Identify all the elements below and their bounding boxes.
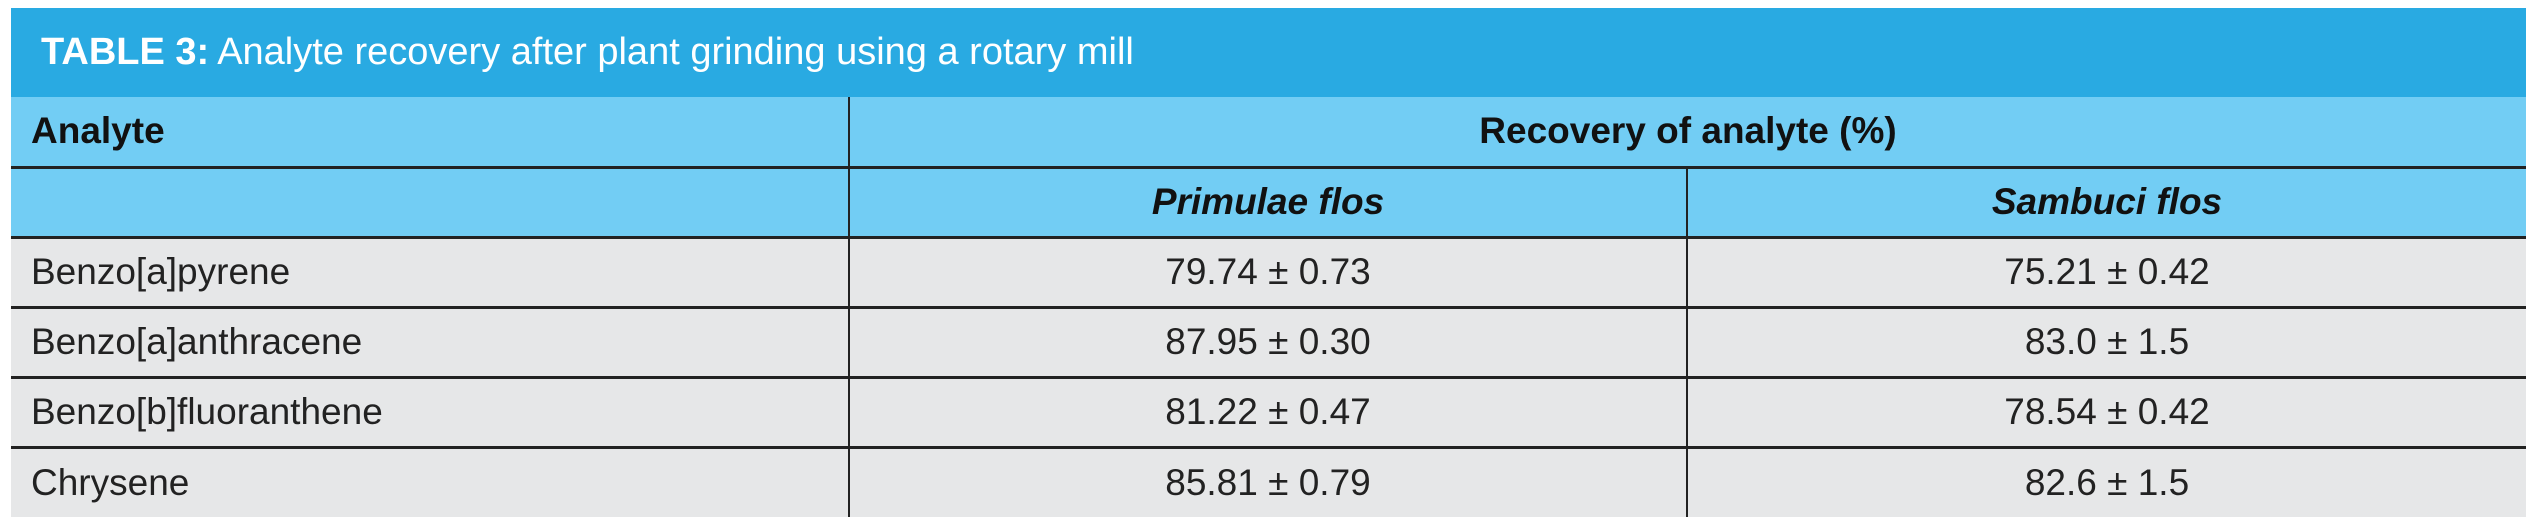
table-row: Benzo[a]pyrene 79.74 ± 0.73 75.21 ± 0.42 bbox=[11, 237, 2526, 307]
table-body: Analyte Recovery of analyte (%) Primulae f… bbox=[11, 97, 2526, 517]
table-title: Analyte recovery after plant grinding us… bbox=[217, 31, 1134, 73]
table-cell: 79.74 ± 0.73 bbox=[848, 237, 1687, 307]
table-cell: Benzo[a]pyrene bbox=[11, 237, 849, 307]
table-cell: 75.21 ± 0.42 bbox=[1686, 237, 2526, 307]
table-cell: 83.0 ± 1.5 bbox=[1686, 307, 2526, 377]
header-cell: Recovery of analyte (%) bbox=[848, 97, 2526, 167]
subheader-cell: Primulae flos bbox=[848, 167, 1687, 237]
table-row: Benzo[a]anthracene 87.95 ± 0.30 83.0 ± 1.5 bbox=[11, 307, 2526, 377]
table-cell: Chrysene bbox=[11, 447, 849, 517]
table-cell: 81.22 ± 0.47 bbox=[848, 377, 1687, 447]
title-bar: TABLE 3: Analyte recovery after plant gri… bbox=[11, 8, 2526, 97]
subheader-row: Primulae flos Sambuci flos bbox=[11, 167, 2526, 237]
table-cell: 82.6 ± 1.5 bbox=[1686, 447, 2526, 517]
header-cell bbox=[11, 167, 849, 237]
subheader-cell: Sambuci flos bbox=[1686, 167, 2526, 237]
table-cell: 85.81 ± 0.79 bbox=[848, 447, 1687, 517]
header-row: Analyte Recovery of analyte (%) bbox=[11, 97, 2526, 167]
header-cell: Analyte bbox=[11, 97, 849, 167]
table-cell: Benzo[a]anthracene bbox=[11, 307, 849, 377]
table-cell: Benzo[b]fluoranthene bbox=[11, 377, 849, 447]
table-row: Benzo[b]fluoranthene 81.22 ± 0.47 78.54 ± … bbox=[11, 377, 2526, 447]
table-cell: 78.54 ± 0.42 bbox=[1686, 377, 2526, 447]
table-row: Chrysene 85.81 ± 0.79 82.6 ± 1.5 bbox=[11, 447, 2526, 517]
data-table: Analyte Recovery of analyte (%) Primulae f… bbox=[11, 97, 2526, 517]
table-figure: TABLE 3: Analyte recovery after plant gri… bbox=[11, 8, 2526, 517]
table-label: TABLE 3: bbox=[41, 31, 210, 73]
table-cell: 87.95 ± 0.30 bbox=[848, 307, 1687, 377]
